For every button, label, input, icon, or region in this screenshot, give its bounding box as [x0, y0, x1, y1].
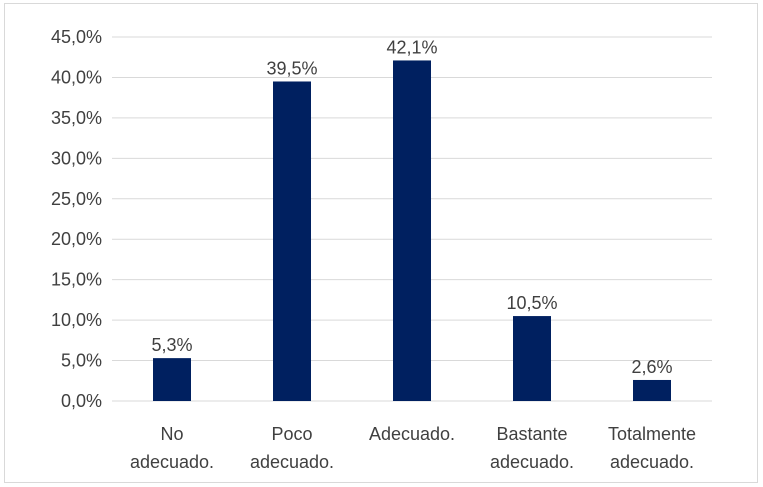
x-tick-label: Totalmente [608, 424, 696, 444]
data-label: 2,6% [631, 357, 672, 377]
y-tick-label: 0,0% [61, 391, 102, 411]
bar [153, 358, 191, 401]
x-tick-label: Adecuado. [369, 424, 455, 444]
x-tick-label: Bastante [496, 424, 567, 444]
y-tick-label: 15,0% [51, 270, 102, 290]
y-tick-label: 10,0% [51, 310, 102, 330]
y-tick-label: 20,0% [51, 229, 102, 249]
data-label: 42,1% [386, 37, 437, 57]
y-tick-label: 30,0% [51, 148, 102, 168]
x-tick-label: adecuado. [490, 452, 574, 472]
data-label: 39,5% [266, 58, 317, 78]
bar [513, 316, 551, 401]
x-tick-label: No [160, 424, 183, 444]
y-tick-label: 35,0% [51, 108, 102, 128]
y-tick-label: 45,0% [51, 27, 102, 47]
x-tick-label: adecuado. [130, 452, 214, 472]
y-tick-label: 5,0% [61, 351, 102, 371]
data-label: 5,3% [151, 335, 192, 355]
y-tick-label: 40,0% [51, 67, 102, 87]
chart-frame [4, 3, 758, 483]
x-tick-label: Poco [271, 424, 312, 444]
x-tick-label: adecuado. [250, 452, 334, 472]
bar [273, 81, 311, 401]
y-tick-label: 25,0% [51, 189, 102, 209]
x-tick-label: adecuado. [610, 452, 694, 472]
bar [393, 60, 431, 402]
data-label: 10,5% [506, 293, 557, 313]
bar [633, 379, 671, 401]
